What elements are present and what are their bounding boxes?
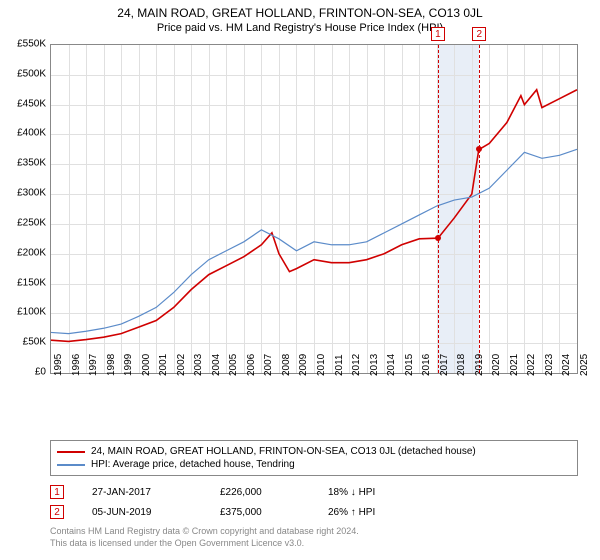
x-tick-label: 2007	[263, 354, 274, 376]
sale-marker-dot	[476, 146, 482, 152]
x-tick-label: 2016	[421, 354, 432, 376]
x-tick-label: 2017	[439, 354, 450, 376]
y-tick-label: £300K	[1, 188, 46, 199]
x-tick-label: 2006	[246, 354, 257, 376]
y-tick-label: £550K	[1, 39, 46, 50]
sale-marker-icon: 1	[50, 485, 64, 499]
x-tick-label: 2023	[544, 354, 555, 376]
legend-item: HPI: Average price, detached house, Tend…	[57, 458, 571, 471]
sale-date: 05-JUN-2019	[92, 507, 192, 518]
y-tick-label: £400K	[1, 128, 46, 139]
x-tick-label: 2009	[298, 354, 309, 376]
x-tick-label: 2022	[526, 354, 537, 376]
x-tick-label: 2013	[369, 354, 380, 376]
legend-swatch	[57, 451, 85, 453]
sale-marker-line	[438, 45, 439, 373]
line-series	[51, 45, 577, 373]
series-line-hpi	[51, 149, 577, 333]
y-tick-label: £250K	[1, 217, 46, 228]
sale-row: 2 05-JUN-2019 £375,000 26% ↑ HPI	[50, 502, 578, 522]
x-tick-label: 1998	[106, 354, 117, 376]
y-tick-label: £200K	[1, 247, 46, 258]
x-tick-label: 2001	[158, 354, 169, 376]
legend-swatch	[57, 464, 85, 466]
x-tick-label: 2024	[561, 354, 572, 376]
attribution-footer: Contains HM Land Registry data © Crown c…	[50, 526, 578, 549]
x-tick-label: 2018	[456, 354, 467, 376]
sale-delta: 18% ↓ HPI	[328, 487, 418, 498]
y-tick-label: £500K	[1, 68, 46, 79]
sale-delta: 26% ↑ HPI	[328, 507, 418, 518]
sale-price: £226,000	[220, 487, 300, 498]
x-tick-label: 2002	[176, 354, 187, 376]
x-tick-label: 2021	[509, 354, 520, 376]
sale-date: 27-JAN-2017	[92, 487, 192, 498]
x-tick-label: 2000	[141, 354, 152, 376]
y-tick-label: £100K	[1, 307, 46, 318]
legend: 24, MAIN ROAD, GREAT HOLLAND, FRINTON-ON…	[50, 440, 578, 476]
x-tick-label: 1999	[123, 354, 134, 376]
x-tick-label: 2019	[474, 354, 485, 376]
x-tick-label: 2025	[579, 354, 590, 376]
legend-item: 24, MAIN ROAD, GREAT HOLLAND, FRINTON-ON…	[57, 445, 571, 458]
sale-marker-dot	[435, 235, 441, 241]
footer-line: This data is licensed under the Open Gov…	[50, 538, 578, 550]
legend-label: 24, MAIN ROAD, GREAT HOLLAND, FRINTON-ON…	[91, 446, 476, 457]
x-tick-label: 2010	[316, 354, 327, 376]
x-tick-label: 1996	[71, 354, 82, 376]
sale-marker-box: 1	[431, 27, 445, 41]
x-tick-label: 1997	[88, 354, 99, 376]
chart-subtitle: Price paid vs. HM Land Registry's House …	[0, 20, 600, 38]
x-tick-label: 2005	[228, 354, 239, 376]
x-tick-label: 2003	[193, 354, 204, 376]
y-tick-label: £150K	[1, 277, 46, 288]
chart-area: 12 £0£50K£100K£150K£200K£250K£300K£350K£…	[50, 44, 578, 404]
y-tick-label: £350K	[1, 158, 46, 169]
x-tick-label: 2011	[334, 354, 345, 376]
y-tick-label: £450K	[1, 98, 46, 109]
sale-marker-box: 2	[472, 27, 486, 41]
plot-region: 12	[50, 44, 578, 374]
sale-marker-icon: 2	[50, 505, 64, 519]
x-tick-label: 2014	[386, 354, 397, 376]
y-tick-label: £50K	[1, 337, 46, 348]
chart-title: 24, MAIN ROAD, GREAT HOLLAND, FRINTON-ON…	[0, 0, 600, 20]
series-line-property	[51, 90, 577, 342]
sale-row: 1 27-JAN-2017 £226,000 18% ↓ HPI	[50, 482, 578, 502]
x-tick-label: 2012	[351, 354, 362, 376]
x-tick-label: 2008	[281, 354, 292, 376]
x-tick-label: 1995	[53, 354, 64, 376]
sale-marker-line	[479, 45, 480, 373]
y-tick-label: £0	[1, 367, 46, 378]
x-tick-label: 2004	[211, 354, 222, 376]
x-tick-label: 2020	[491, 354, 502, 376]
chart-container: 24, MAIN ROAD, GREAT HOLLAND, FRINTON-ON…	[0, 0, 600, 560]
sales-table: 1 27-JAN-2017 £226,000 18% ↓ HPI 2 05-JU…	[50, 482, 578, 522]
legend-label: HPI: Average price, detached house, Tend…	[91, 459, 295, 470]
footer-line: Contains HM Land Registry data © Crown c…	[50, 526, 578, 538]
x-tick-label: 2015	[404, 354, 415, 376]
sale-price: £375,000	[220, 507, 300, 518]
